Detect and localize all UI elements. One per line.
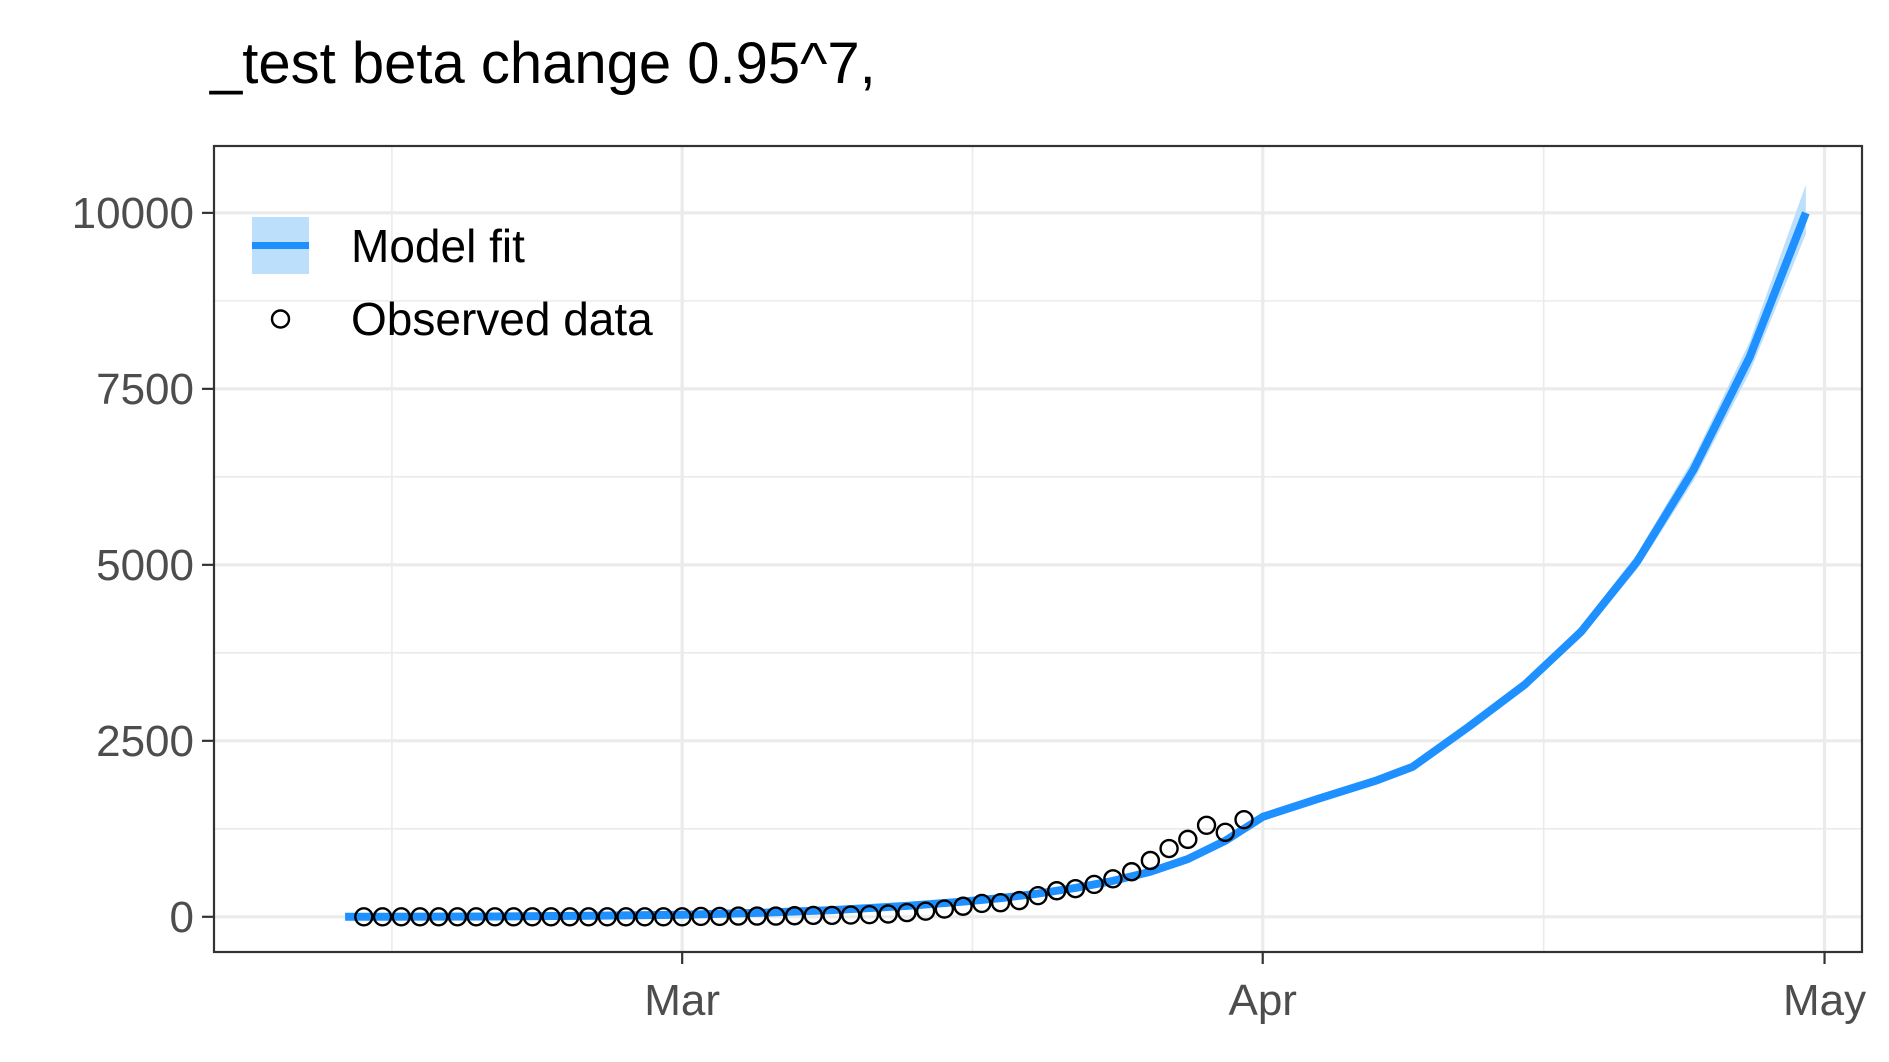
points-layer xyxy=(354,809,1254,927)
x-tick-label: Mar xyxy=(644,976,720,1025)
observed-data-point xyxy=(597,907,617,927)
observed-data-point xyxy=(897,902,917,923)
observed-data-point xyxy=(1028,885,1048,906)
observed-data-point xyxy=(1065,878,1086,899)
plot-panel xyxy=(214,146,1862,952)
observed-data-point xyxy=(429,907,449,927)
observed-data-point xyxy=(372,907,393,927)
observed-data-point xyxy=(1234,809,1254,830)
observed-data-point xyxy=(354,907,374,927)
observed-data-point xyxy=(410,907,430,927)
model-fit-line xyxy=(345,211,1810,921)
observed-data-point xyxy=(1140,850,1161,871)
observed-data-point xyxy=(766,906,786,926)
observed-data-point xyxy=(1196,815,1217,835)
observed-data-point xyxy=(841,905,861,925)
y-tick-label: 2500 xyxy=(96,717,194,766)
observed-data-point xyxy=(466,907,486,927)
observed-data-point xyxy=(1009,890,1029,911)
grid-minor xyxy=(214,146,1862,952)
observed-data-point xyxy=(560,907,580,927)
legend: Model fit Observed data xyxy=(252,217,653,345)
y-tick-label: 7500 xyxy=(96,365,194,414)
observed-data-point xyxy=(878,904,898,924)
observed-data-point xyxy=(728,906,749,926)
observed-data-point xyxy=(635,907,655,927)
observed-data-point xyxy=(447,907,468,927)
observed-data-point xyxy=(747,906,767,926)
observed-data-point xyxy=(391,907,411,927)
observed-data-point xyxy=(1159,838,1179,859)
observed-data-point xyxy=(1121,862,1142,882)
legend-label: Observed data xyxy=(351,293,653,345)
observed-data-point xyxy=(1047,881,1067,901)
observed-data-point xyxy=(1103,869,1123,889)
chart-title: _test beta change 0.95^7, xyxy=(209,31,876,96)
y-tick-label: 10000 xyxy=(72,189,194,238)
observed-data-point xyxy=(522,907,543,927)
observed-data-point xyxy=(578,907,599,927)
observed-data-point xyxy=(934,899,955,919)
y-tick-label: 5000 xyxy=(96,541,194,590)
observed-data-point xyxy=(1215,822,1235,843)
observed-data-point xyxy=(953,896,973,916)
observed-data-point xyxy=(672,907,692,927)
observed-data-point xyxy=(503,907,524,927)
observed-data-point xyxy=(990,893,1011,913)
observed-data-point xyxy=(803,905,823,926)
legend-key-point xyxy=(270,309,291,329)
y-axis: 0 2500 5000 7500 10000 xyxy=(72,189,214,942)
panel-border xyxy=(212,144,1864,954)
observed-data-point xyxy=(485,907,505,927)
x-tick-label: Apr xyxy=(1228,976,1296,1025)
x-axis: Mar Apr May xyxy=(644,952,1866,1025)
observed-data-point xyxy=(709,906,730,927)
observed-data-point xyxy=(784,906,805,926)
y-tick-label: 0 xyxy=(170,893,194,942)
observed-data-point xyxy=(915,901,936,921)
observed-data-point xyxy=(541,907,561,927)
observed-data-point xyxy=(822,905,842,926)
observed-data-point xyxy=(653,907,674,927)
observed-data-point xyxy=(691,906,711,927)
observed-data-point xyxy=(859,904,880,925)
x-tick-label: May xyxy=(1783,976,1866,1025)
observed-data-point xyxy=(1084,874,1104,895)
legend-label: Model fit xyxy=(351,220,525,272)
observed-data-point xyxy=(1178,829,1198,850)
line-layer xyxy=(345,211,1810,921)
observed-data-point xyxy=(616,907,636,927)
observed-data-point xyxy=(972,893,992,914)
